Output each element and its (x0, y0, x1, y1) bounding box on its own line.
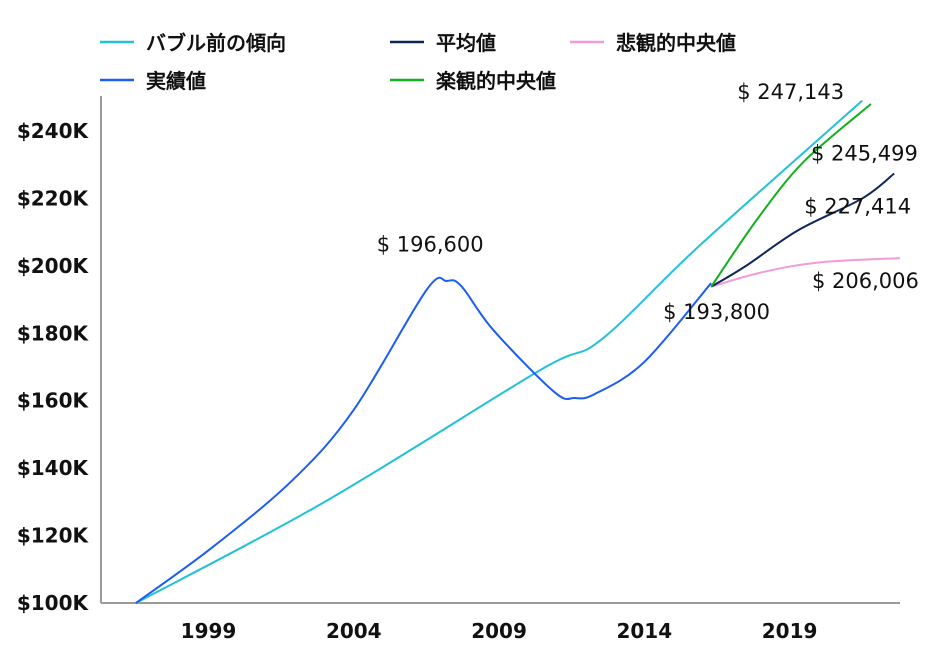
data-label: $ 245,499 (811, 141, 918, 165)
x-tick-label: 2019 (762, 619, 818, 643)
series-line (710, 257, 901, 288)
legend-label: 実績値 (146, 69, 206, 93)
y-tick-label: $240K (17, 119, 90, 143)
x-tick-label: 2004 (326, 619, 382, 643)
data-labels: $ 196,600 $ 193,800 $ 247,143 $ 245,499 $ 22… (377, 80, 919, 324)
data-label: $ 247,143 (737, 80, 844, 104)
y-tick-label: $220K (17, 186, 90, 210)
data-label: $ 196,600 (377, 232, 484, 256)
y-tick-label: $100K (17, 591, 90, 615)
y-tick-label: $160K (17, 389, 90, 413)
axes: $100K $120K $140K $160K $180K $200K $220K $240K… (17, 96, 900, 643)
y-tick-label: $200K (17, 254, 90, 278)
legend-label: 平均値 (436, 31, 496, 55)
data-label: $ 227,414 (804, 194, 911, 218)
y-tick-label: $140K (17, 456, 90, 480)
x-tick-label: 2014 (616, 619, 672, 643)
x-tick-label: 2009 (471, 619, 527, 643)
series-line (710, 172, 895, 288)
legend-label: 悲観的中央値 (616, 31, 736, 55)
legend-label: 楽観的中央値 (436, 69, 556, 93)
data-label: $ 193,800 (663, 300, 770, 324)
data-label: $ 206,006 (812, 269, 919, 293)
y-tick-label: $120K (17, 524, 90, 548)
y-tick-label: $180K (17, 321, 90, 345)
series-line (710, 103, 872, 288)
series-line (135, 99, 863, 604)
series-lines (135, 99, 901, 604)
series-line (135, 276, 712, 604)
x-tick-label: 1999 (181, 619, 237, 643)
legend-label: バブル前の傾向 (146, 31, 286, 55)
